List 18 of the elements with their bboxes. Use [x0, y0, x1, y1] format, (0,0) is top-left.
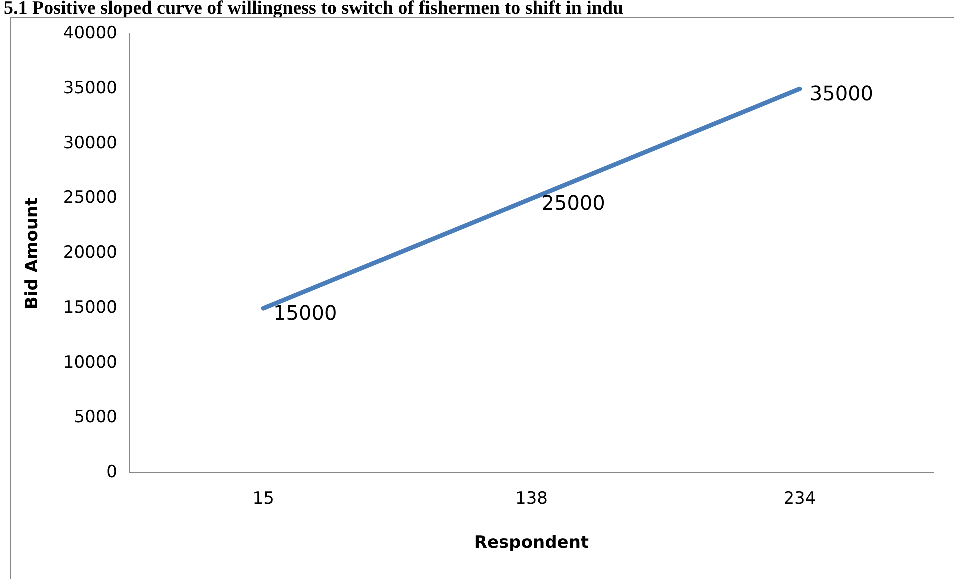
x-tick-label: 15: [252, 488, 274, 509]
x-axis-title: Respondent: [474, 533, 590, 554]
y-tick-label: 0: [106, 462, 118, 483]
data-label: 35000: [810, 81, 874, 106]
y-tick-label: 10000: [63, 352, 118, 373]
y-tick-label: 20000: [63, 243, 118, 264]
chart-title: 5.1 Positive sloped curve of willingness to switch of fishermen to shift in indu: [4, 0, 624, 19]
y-tick-label: 35000: [63, 78, 118, 98]
data-label: 15000: [274, 300, 338, 325]
y-tick-label: 30000: [63, 133, 118, 154]
data-label: 25000: [542, 191, 606, 216]
y-axis-title: Bid Amount: [22, 198, 43, 310]
x-tick-label: 234: [784, 488, 816, 509]
y-tick-label: 25000: [63, 188, 118, 208]
x-tick-label: 138: [516, 488, 548, 509]
y-tick-label: 5000: [74, 408, 118, 428]
y-tick-label: 15000: [63, 298, 118, 318]
y-tick-label: 40000: [63, 24, 118, 44]
